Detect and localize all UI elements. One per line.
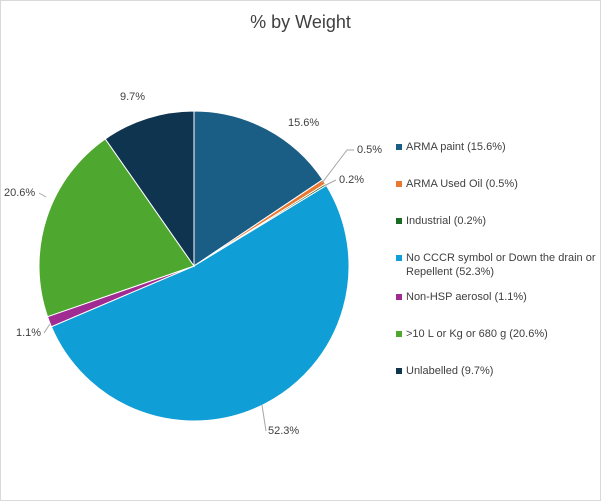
legend-item-3: No CCCR symbol or Down the drain or Repe… [396,251,596,279]
legend-swatch-5 [396,331,402,337]
legend-item-4: Non-HSP aerosol (1.1%) [396,290,596,304]
leader-line-1 [321,149,354,184]
data-label-1: 0.5% [357,144,382,156]
leader-line-2 [323,179,337,187]
chart-title: % by Weight [250,12,351,32]
data-label-6: 9.7% [120,91,145,103]
pie-slice-5 [38,138,195,318]
legend-swatch-2 [396,218,402,224]
legend-swatch-1 [396,181,402,187]
pie-slice-3 [50,184,350,422]
legend-swatch-0 [396,144,402,150]
legend-label-3: No CCCR symbol or Down the drain or Repe… [406,252,596,278]
data-label-5: 20.6% [4,187,35,199]
leader-line-4 [43,323,51,334]
legend-label-1: ARMA Used Oil (0.5%) [406,178,518,190]
legend-swatch-6 [396,368,402,374]
data-label-4: 1.1% [16,327,41,339]
legend-label-5: >10 L or Kg or 680 g (20.6%) [406,328,548,340]
legend-label-6: Unlabelled (9.7%) [406,365,494,377]
leader-line-3 [261,404,267,432]
data-label-2: 0.2% [339,174,364,186]
data-label-3: 52.3% [268,425,299,437]
legend-swatch-3 [396,255,402,261]
legend-item-6: Unlabelled (9.7%) [396,364,596,378]
leader-line-5 [38,192,47,198]
data-label-0: 15.6% [288,117,319,129]
legend-label-4: Non-HSP aerosol (1.1%) [406,291,527,303]
legend-swatch-4 [396,294,402,300]
legend-item-1: ARMA Used Oil (0.5%) [396,177,596,191]
legend-item-0: ARMA paint (15.6%) [396,140,596,154]
pie-slice-0 [193,110,324,267]
legend-label-0: ARMA paint (15.6%) [406,141,506,153]
pie-slice-6 [104,110,195,268]
legend-item-5: >10 L or Kg or 680 g (20.6%) [396,327,596,341]
legend-label-2: Industrial (0.2%) [406,215,487,227]
legend-item-2: Industrial (0.2%) [396,214,596,228]
